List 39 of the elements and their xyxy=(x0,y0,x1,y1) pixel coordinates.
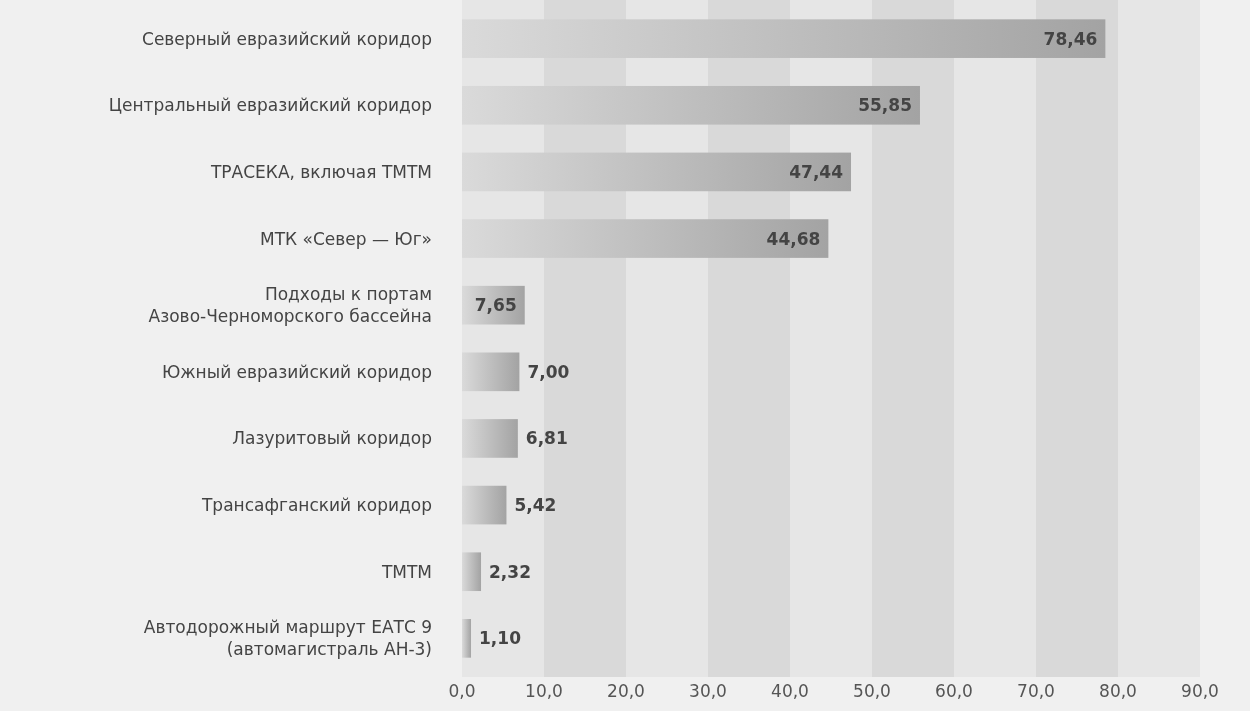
y-tick-label: Южный евразийский коридор xyxy=(161,361,432,382)
data-label: 5,42 xyxy=(514,495,557,516)
bar xyxy=(462,85,920,125)
data-label: 7,65 xyxy=(474,295,517,316)
data-label: 47,44 xyxy=(789,161,844,182)
data-label: 2,32 xyxy=(489,561,531,582)
data-label: 44,68 xyxy=(766,228,821,249)
y-tick-label: Лазуритовый коридор xyxy=(232,428,432,449)
x-tick-label: 30,0 xyxy=(689,681,727,701)
x-tick-label: 90,0 xyxy=(1181,681,1219,701)
y-tick-label: ТМТМ xyxy=(380,561,432,582)
bar xyxy=(462,352,520,392)
x-tick-label: 50,0 xyxy=(853,681,891,701)
data-label: 1,10 xyxy=(479,628,522,649)
x-tick-label: 70,0 xyxy=(1017,681,1055,701)
y-tick-label: Трансафганский коридор xyxy=(200,495,432,516)
y-tick-label: МТК «Север — Юг» xyxy=(259,228,432,249)
x-tick-label: 10,0 xyxy=(525,681,563,701)
bar xyxy=(462,619,472,658)
y-tick-label: Подходы к портам Азово-Черноморского бассейна xyxy=(148,284,432,327)
bar xyxy=(462,419,518,458)
bar xyxy=(462,552,482,592)
x-tick-label: 60,0 xyxy=(935,681,973,701)
bar xyxy=(462,19,1106,58)
data-label: 55,85 xyxy=(858,95,912,116)
x-tick-label: 0,0 xyxy=(448,681,476,701)
bar xyxy=(462,485,507,525)
x-tick-label: 20,0 xyxy=(607,681,645,701)
y-tick-label: ТРАСЕКА, включая ТМТМ xyxy=(209,161,432,182)
x-tick-label: 40,0 xyxy=(771,681,809,701)
data-label: 7,00 xyxy=(527,361,570,382)
data-label: 78,46 xyxy=(1043,28,1098,49)
y-tick-label: Северный евразийский коридор xyxy=(142,28,432,49)
data-label: 6,81 xyxy=(525,428,568,449)
bar xyxy=(462,219,829,258)
x-tick-label: 80,0 xyxy=(1099,681,1137,701)
y-tick-label: Центральный евразийский коридор xyxy=(108,95,432,116)
bar xyxy=(462,152,852,192)
y-tick-label: Автодорожный маршрут ЕАТС 9 (автомагистраль АН-3) xyxy=(143,617,432,660)
